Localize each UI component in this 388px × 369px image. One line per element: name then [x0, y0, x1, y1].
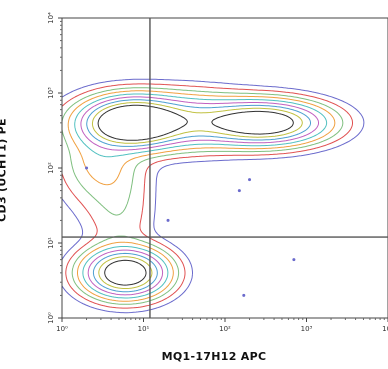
y-axis-label-text: CD3 (UCHT1) PE	[0, 118, 9, 222]
x-tick-label: 10⁴	[382, 325, 388, 333]
y-tick-label: 10⁰	[47, 312, 55, 324]
outlier-point	[85, 166, 89, 170]
contour-layer	[61, 78, 365, 314]
contour-level	[86, 99, 311, 293]
x-axis-ticks: 10⁰ 10¹ 10² 10³ 10⁴	[56, 318, 388, 333]
outlier-point	[242, 293, 246, 297]
outlier-point	[292, 258, 296, 262]
y-axis-ticks: 10⁰ 10¹ 10² 10³ 10⁴	[47, 12, 62, 324]
contour-level	[74, 93, 328, 299]
outlier-point	[248, 178, 252, 182]
contour-level	[80, 96, 319, 296]
contour-level	[67, 90, 336, 302]
outlier-point	[237, 189, 241, 193]
y-tick-label: 10¹	[47, 237, 55, 249]
contour-level	[61, 87, 344, 305]
outlier-points	[85, 166, 296, 297]
outlier-point	[166, 218, 170, 222]
plot-frame	[61, 17, 388, 319]
contour-level	[91, 102, 303, 289]
x-tick-label: 10²	[219, 325, 231, 333]
y-tick-label: 10⁴	[47, 12, 55, 24]
y-tick-label: 10³	[47, 87, 55, 99]
contour-level	[61, 78, 365, 314]
x-tick-label: 10³	[301, 325, 313, 333]
x-axis-label: MQ1-17H12 APC	[161, 350, 267, 363]
contour-level	[97, 104, 294, 286]
x-tick-label: 10¹	[138, 325, 150, 333]
contour-level	[61, 83, 353, 309]
x-tick-label: 10⁰	[56, 325, 68, 333]
y-tick-label: 10²	[47, 162, 55, 174]
